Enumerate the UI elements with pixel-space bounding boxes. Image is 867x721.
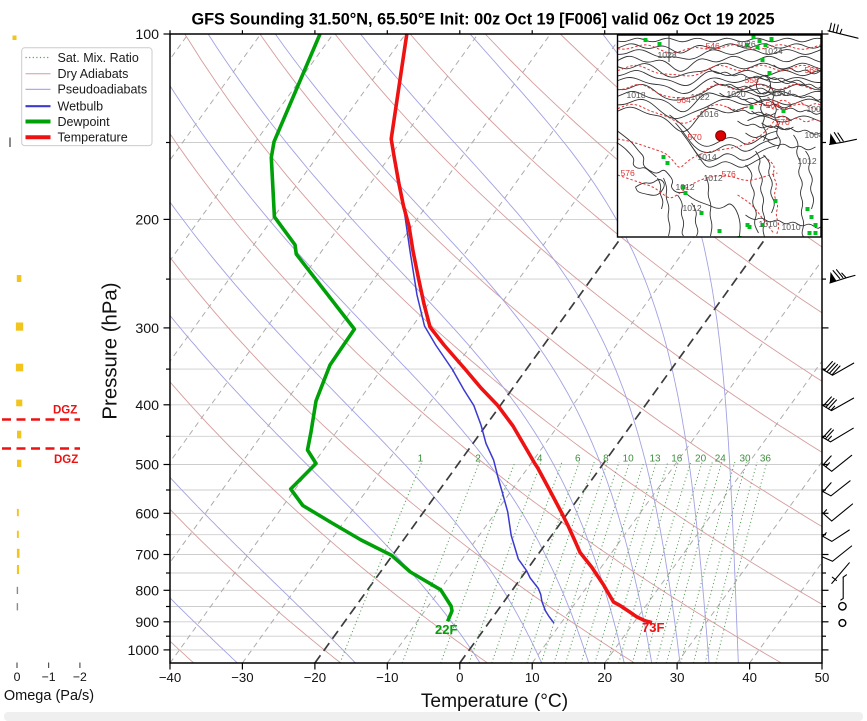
svg-text:1022: 1022 xyxy=(691,92,710,102)
svg-text:600: 600 xyxy=(135,506,159,522)
svg-text:1018: 1018 xyxy=(627,90,646,100)
svg-text:576: 576 xyxy=(722,169,737,179)
svg-text:Temperature: Temperature xyxy=(58,131,128,145)
svg-text:1010: 1010 xyxy=(782,222,801,232)
svg-text:DGZ: DGZ xyxy=(54,454,78,466)
svg-text:−1: −1 xyxy=(42,670,56,684)
svg-text:Dewpoint: Dewpoint xyxy=(58,115,111,129)
svg-text:1016: 1016 xyxy=(700,109,719,119)
svg-text:546: 546 xyxy=(706,41,721,51)
svg-text:Sat. Mix. Ratio: Sat. Mix. Ratio xyxy=(58,51,139,65)
svg-text:800: 800 xyxy=(135,583,159,599)
svg-text:300: 300 xyxy=(135,321,159,337)
svg-text:1026: 1026 xyxy=(737,39,756,49)
svg-text:20: 20 xyxy=(597,670,612,685)
svg-text:1008: 1008 xyxy=(807,104,826,114)
svg-text:200: 200 xyxy=(135,212,159,228)
svg-text:4: 4 xyxy=(537,454,543,465)
svg-text:0: 0 xyxy=(456,670,463,685)
svg-text:40: 40 xyxy=(742,670,757,685)
svg-text:1: 1 xyxy=(418,454,424,465)
svg-text:−10: −10 xyxy=(376,670,398,685)
svg-text:DGZ: DGZ xyxy=(53,405,77,417)
svg-text:−40: −40 xyxy=(159,670,181,685)
svg-text:564: 564 xyxy=(766,100,781,110)
svg-text:30: 30 xyxy=(670,670,685,685)
svg-text:Dry Adiabats: Dry Adiabats xyxy=(58,67,129,81)
svg-text:22F: 22F xyxy=(435,622,457,637)
svg-text:500: 500 xyxy=(135,458,159,474)
svg-text:Temperature (°C): Temperature (°C) xyxy=(421,691,568,712)
svg-text:1014: 1014 xyxy=(698,152,717,162)
svg-text:Omega (Pa/s): Omega (Pa/s) xyxy=(4,688,94,704)
svg-text:0: 0 xyxy=(14,670,21,684)
svg-text:1028: 1028 xyxy=(658,50,677,60)
svg-text:30: 30 xyxy=(739,454,751,465)
svg-text:1014: 1014 xyxy=(773,88,792,98)
svg-text:570: 570 xyxy=(688,132,703,142)
svg-text:576: 576 xyxy=(621,168,636,178)
svg-text:900: 900 xyxy=(135,615,159,631)
svg-text:558: 558 xyxy=(745,75,760,85)
svg-text:400: 400 xyxy=(135,398,159,414)
svg-text:564: 564 xyxy=(805,65,820,75)
svg-text:700: 700 xyxy=(135,548,159,564)
svg-text:564: 564 xyxy=(677,95,692,105)
svg-text:16: 16 xyxy=(671,454,683,465)
svg-text:1024: 1024 xyxy=(764,46,783,56)
svg-text:Pressure (hPa): Pressure (hPa) xyxy=(100,282,122,419)
svg-text:100: 100 xyxy=(135,27,159,43)
svg-text:8: 8 xyxy=(603,454,609,465)
svg-text:Pseudoadiabats: Pseudoadiabats xyxy=(58,83,148,97)
svg-text:1012: 1012 xyxy=(798,156,817,166)
svg-text:1012: 1012 xyxy=(683,203,702,213)
svg-text:20: 20 xyxy=(695,454,707,465)
svg-text:50: 50 xyxy=(815,670,830,685)
svg-text:1012: 1012 xyxy=(704,173,723,183)
svg-text:2: 2 xyxy=(475,454,481,465)
svg-text:10: 10 xyxy=(623,454,635,465)
svg-text:1012: 1012 xyxy=(676,182,695,192)
svg-text:36: 36 xyxy=(760,454,772,465)
svg-text:13: 13 xyxy=(649,454,661,465)
svg-text:−30: −30 xyxy=(231,670,253,685)
svg-text:1004: 1004 xyxy=(805,130,824,140)
svg-text:Wetbulb: Wetbulb xyxy=(58,100,104,114)
svg-text:24: 24 xyxy=(715,454,727,465)
svg-text:73F: 73F xyxy=(642,620,664,635)
svg-text:1010: 1010 xyxy=(759,219,778,229)
svg-text:GFS Sounding 31.50°N, 65.50°E: GFS Sounding 31.50°N, 65.50°E Init: 00z … xyxy=(191,11,774,29)
svg-text:6: 6 xyxy=(575,454,581,465)
svg-text:1020: 1020 xyxy=(727,89,746,99)
svg-text:1000: 1000 xyxy=(127,643,159,659)
svg-text:10: 10 xyxy=(525,670,540,685)
svg-text:−2: −2 xyxy=(73,670,87,684)
svg-text:−20: −20 xyxy=(304,670,326,685)
svg-text:570: 570 xyxy=(776,117,791,127)
